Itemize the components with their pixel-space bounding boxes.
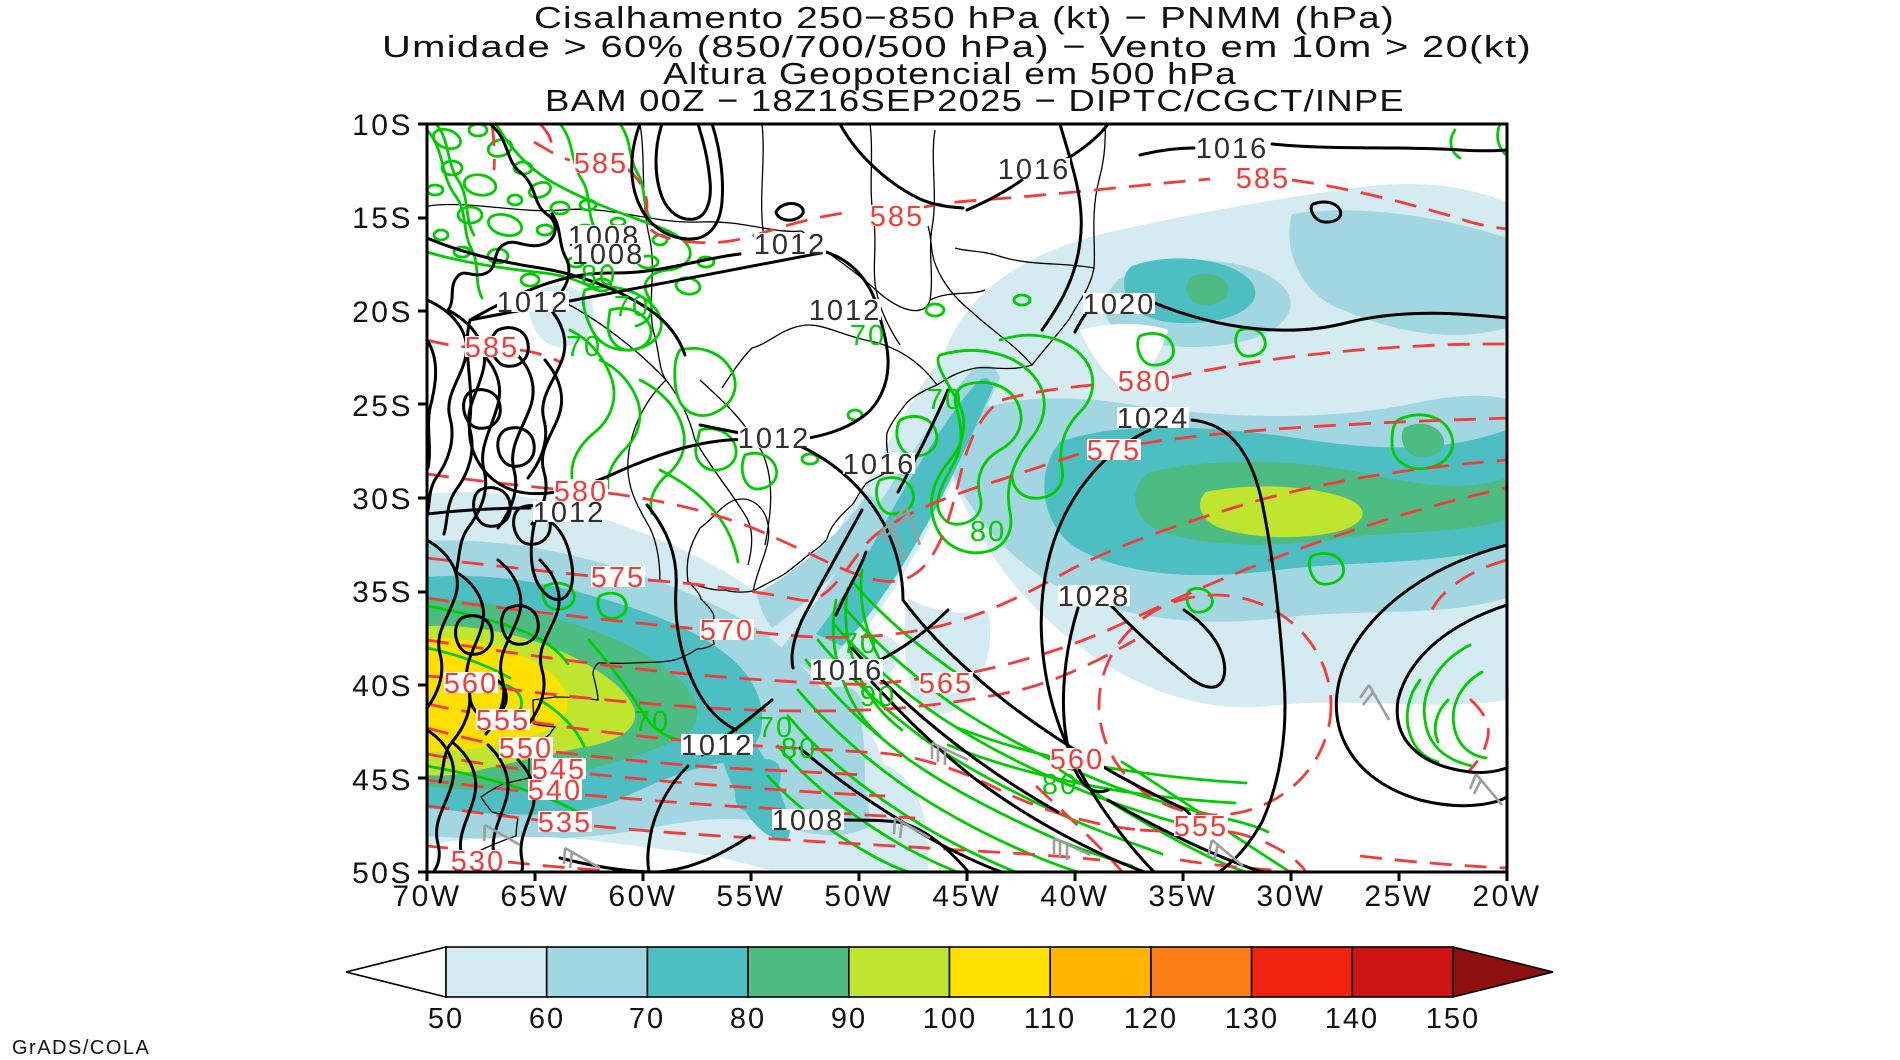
svg-text:555: 555 [1174, 811, 1228, 843]
svg-text:70: 70 [758, 712, 794, 744]
svg-text:530: 530 [451, 846, 505, 878]
svg-text:1016: 1016 [998, 154, 1071, 186]
svg-text:70W: 70W [392, 880, 461, 913]
svg-text:35W: 35W [1148, 880, 1217, 913]
svg-text:1024: 1024 [1117, 403, 1190, 435]
svg-text:45W: 45W [932, 880, 1001, 913]
svg-text:1012: 1012 [809, 295, 882, 327]
svg-text:1016: 1016 [811, 655, 884, 687]
svg-text:25S: 25S [352, 390, 413, 423]
svg-text:1008: 1008 [772, 805, 845, 837]
svg-text:Altura Geopotencial em 500 hPa: Altura Geopotencial em 500 hPa [663, 56, 1237, 91]
svg-text:50S: 50S [352, 857, 413, 890]
svg-text:15S: 15S [352, 202, 413, 235]
svg-text:70: 70 [614, 291, 650, 323]
svg-text:1016: 1016 [1196, 133, 1269, 165]
svg-text:535: 535 [538, 807, 592, 839]
svg-text:45S: 45S [352, 764, 413, 797]
svg-text:575: 575 [591, 562, 645, 594]
svg-text:80: 80 [781, 733, 817, 765]
svg-text:Umidade > 60% (850/700/500 hPa: Umidade > 60% (850/700/500 hPa) − Vento … [382, 29, 1532, 64]
svg-text:Cisalhamento 250−850 hPa (kt): Cisalhamento 250−850 hPa (kt) − PNMM (hP… [534, 0, 1395, 35]
svg-text:30S: 30S [352, 483, 413, 516]
svg-text:60: 60 [529, 1003, 565, 1035]
svg-text:1028: 1028 [1058, 581, 1131, 613]
svg-text:70: 70 [850, 320, 886, 352]
svg-text:80: 80 [730, 1003, 766, 1035]
svg-text:80: 80 [1042, 769, 1078, 801]
svg-text:585: 585 [465, 332, 519, 364]
svg-text:1008: 1008 [572, 239, 645, 271]
svg-text:555: 555 [476, 705, 530, 737]
svg-text:10S: 10S [352, 109, 413, 142]
svg-text:40W: 40W [1040, 880, 1109, 913]
svg-text:1012: 1012 [681, 730, 754, 762]
svg-text:35S: 35S [352, 576, 413, 609]
svg-text:130: 130 [1225, 1003, 1279, 1035]
svg-text:70: 70 [842, 628, 878, 660]
svg-text:110: 110 [1024, 1003, 1076, 1035]
svg-text:80: 80 [581, 260, 617, 292]
svg-text:20W: 20W [1472, 880, 1541, 913]
svg-text:30W: 30W [1256, 880, 1325, 913]
svg-text:585: 585 [574, 148, 628, 180]
svg-text:565: 565 [919, 668, 973, 700]
svg-text:100: 100 [923, 1003, 977, 1035]
svg-text:140: 140 [1325, 1003, 1379, 1035]
svg-text:580: 580 [554, 476, 608, 508]
svg-text:1012: 1012 [497, 287, 570, 319]
svg-text:90: 90 [831, 1003, 867, 1035]
svg-text:1012: 1012 [738, 423, 811, 455]
svg-text:65W: 65W [500, 880, 569, 913]
svg-text:25W: 25W [1364, 880, 1433, 913]
svg-text:540: 540 [528, 775, 582, 807]
svg-text:120: 120 [1124, 1003, 1178, 1035]
svg-text:150: 150 [1426, 1003, 1480, 1035]
svg-text:90: 90 [860, 681, 896, 713]
svg-text:560: 560 [444, 668, 498, 700]
svg-text:80: 80 [970, 516, 1006, 548]
svg-text:70: 70 [629, 1003, 665, 1035]
svg-text:585: 585 [1236, 163, 1290, 195]
svg-text:575: 575 [1087, 435, 1141, 467]
svg-text:60W: 60W [608, 880, 677, 913]
svg-text:70: 70 [927, 384, 963, 416]
svg-text:55W: 55W [716, 880, 785, 913]
svg-text:BAM 00Z − 18Z16SEP2025 − DIPTC: BAM 00Z − 18Z16SEP2025 − DIPTC/CGCT/INPE [545, 83, 1405, 118]
svg-text:GrADS/COLA: GrADS/COLA [12, 1037, 150, 1059]
svg-text:1012: 1012 [533, 497, 606, 529]
svg-text:1020: 1020 [1083, 289, 1156, 321]
svg-text:50W: 50W [824, 880, 893, 913]
svg-text:70: 70 [566, 331, 602, 363]
svg-text:1016: 1016 [843, 449, 916, 481]
svg-text:570: 570 [700, 615, 754, 647]
svg-text:1012: 1012 [754, 229, 827, 261]
svg-text:40S: 40S [352, 670, 413, 703]
svg-text:585: 585 [870, 201, 924, 233]
svg-text:20S: 20S [352, 296, 413, 329]
svg-text:560: 560 [1050, 744, 1104, 776]
svg-text:70: 70 [634, 706, 670, 738]
svg-text:580: 580 [1118, 366, 1172, 398]
svg-text:50: 50 [428, 1003, 464, 1035]
